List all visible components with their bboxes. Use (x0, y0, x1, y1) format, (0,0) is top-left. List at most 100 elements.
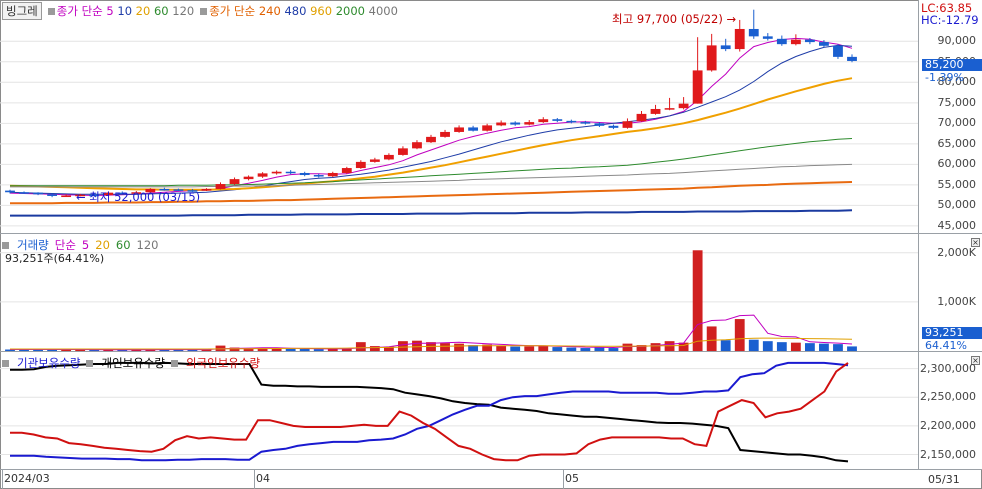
ma-line-480 (10, 209, 853, 217)
volume-bar (19, 349, 29, 351)
candle-body (5, 190, 15, 193)
change-pct: -1.39% (925, 71, 964, 84)
volume-bar (468, 345, 479, 351)
volume-bar (355, 342, 366, 351)
ma-legend-item: 60 (153, 4, 169, 18)
arrow-left-icon: ← (76, 190, 86, 204)
volume-bar (720, 340, 731, 351)
volume-legend-prefix: 거래량 (17, 238, 49, 252)
volume-bar (383, 346, 394, 351)
volume-chart[interactable] (0, 234, 918, 352)
x-axis-end-label: 05/31 (928, 473, 960, 486)
candle-body (566, 120, 577, 123)
candle-body (819, 42, 829, 46)
volume-axis[interactable]: × 2,000K 1,000K 93,251 64.41% (918, 234, 982, 352)
ma-legend-item: 240 (258, 4, 281, 18)
holding-chart[interactable] (0, 352, 918, 470)
volume-bar (159, 349, 170, 351)
x-axis-separator (2, 470, 3, 489)
ma-legend-item: 5 (106, 4, 114, 18)
volume-bar (103, 349, 114, 351)
candle-body (608, 125, 619, 128)
candle-body (552, 119, 563, 121)
volume-bar (313, 349, 324, 351)
volume-bar (243, 348, 254, 351)
stock-name-tag[interactable]: 빙그레 (2, 2, 42, 20)
ma-legend-item: 960 (310, 4, 333, 18)
ma-line-10 (9, 44, 853, 195)
candle-body (580, 122, 591, 124)
volume-pane[interactable]: 거래량 단순 5 20 60 120 93,251주(64.41%) (0, 234, 918, 352)
x-axis-label: 2024/03 (4, 472, 50, 485)
price-axis[interactable]: LC:63.85 HC:-12.79 90,00085,00080,00075,… (918, 0, 982, 234)
ma-legend-group-1[interactable]: 종가 단순 5 10 20 60 120 (47, 3, 194, 19)
holding-pane-close-icon[interactable]: × (971, 356, 980, 365)
high-annotation-text: 최고 97,700 (05/22) (612, 12, 723, 26)
ma-legend-group-2[interactable]: 종가 단순 240 480 960 2000 4000 (200, 3, 398, 19)
holding-legend-item: 개인보유수량 (101, 356, 165, 370)
ma-line-5 (9, 37, 853, 197)
volume-bar (790, 342, 801, 351)
volume-bar (369, 346, 380, 351)
x-axis[interactable]: 2024/03 04 05 (0, 470, 918, 489)
ma-legend-prefix-1: 종가 단순 (56, 4, 103, 18)
volume-bar (61, 349, 72, 351)
candle-body (369, 159, 380, 162)
volume-bar (678, 342, 689, 351)
volume-bar (454, 343, 464, 351)
candle-body (678, 103, 689, 109)
volume-bar (510, 346, 521, 351)
holding-axis[interactable]: × 2,300,000 2,250,000 2,200,000 2,150,000 (918, 352, 982, 470)
volume-ma-5-line (10, 314, 853, 351)
holding-legend-item: 외국인보유수량 (185, 356, 261, 370)
candle-body (33, 192, 43, 195)
foreign-holding-line (10, 362, 849, 462)
hc-readout: HC:-12.79 (921, 13, 979, 27)
volume-legend[interactable]: 거래량 단순 5 20 60 120 (2, 237, 158, 253)
x-axis-separator (563, 470, 564, 489)
candle-body (201, 188, 212, 191)
volume-bar (692, 250, 703, 351)
holding-legend[interactable]: 기관보유수량 개인보유수량 외국인보유수량 (2, 355, 260, 371)
volume-bar (398, 341, 408, 351)
volume-bar (524, 346, 535, 351)
volume-legend-item: 5 (81, 238, 90, 252)
volume-bar (201, 349, 212, 351)
x-axis-label: 04 (256, 472, 270, 485)
ma-legend-item: 480 (284, 4, 307, 18)
candle-body (257, 173, 268, 177)
price-chart[interactable] (0, 0, 918, 234)
volume-bar (131, 349, 142, 351)
x-axis-label: 05 (565, 472, 579, 485)
candle-body (664, 108, 675, 110)
ma-legend-item: 20 (135, 4, 151, 18)
holding-pane[interactable]: 기관보유수량 개인보유수량 외국인보유수량 (0, 352, 918, 470)
candle-body (594, 123, 605, 126)
candle-body (440, 131, 450, 137)
institution-holding-line (10, 361, 849, 462)
volume-pane-close-icon[interactable]: × (971, 238, 980, 247)
volume-bar (173, 349, 184, 351)
candle-body (215, 184, 226, 189)
price-legend: 빙그레 종가 단순 5 10 20 60 120 종가 단순 240 480 9… (2, 2, 398, 20)
high-annotation: 최고 97,700 (05/22) → (612, 11, 736, 27)
volume-bar (341, 348, 352, 351)
volume-bar (187, 349, 198, 351)
price-pane[interactable]: 빙그레 종가 단순 5 10 20 60 120 종가 단순 240 480 9… (0, 0, 918, 234)
candle-body (229, 179, 240, 185)
candle-body (804, 39, 815, 43)
volume-bar (89, 350, 100, 352)
volume-bar (257, 348, 268, 351)
volume-bar (566, 347, 577, 351)
candle-body (383, 154, 394, 160)
price-tick-label: 50,000 (937, 198, 977, 212)
candle-body (692, 70, 703, 104)
candle-body (271, 171, 282, 174)
volume-ma-20-line (10, 337, 853, 350)
low-annotation-text: 최저 52,000 (03/15) (89, 190, 201, 204)
candle-body (89, 194, 100, 197)
candle-body (117, 192, 128, 195)
candle-body (243, 176, 254, 180)
candle-body (173, 189, 184, 191)
holding-tick-label: 2,300,000 (920, 361, 976, 375)
